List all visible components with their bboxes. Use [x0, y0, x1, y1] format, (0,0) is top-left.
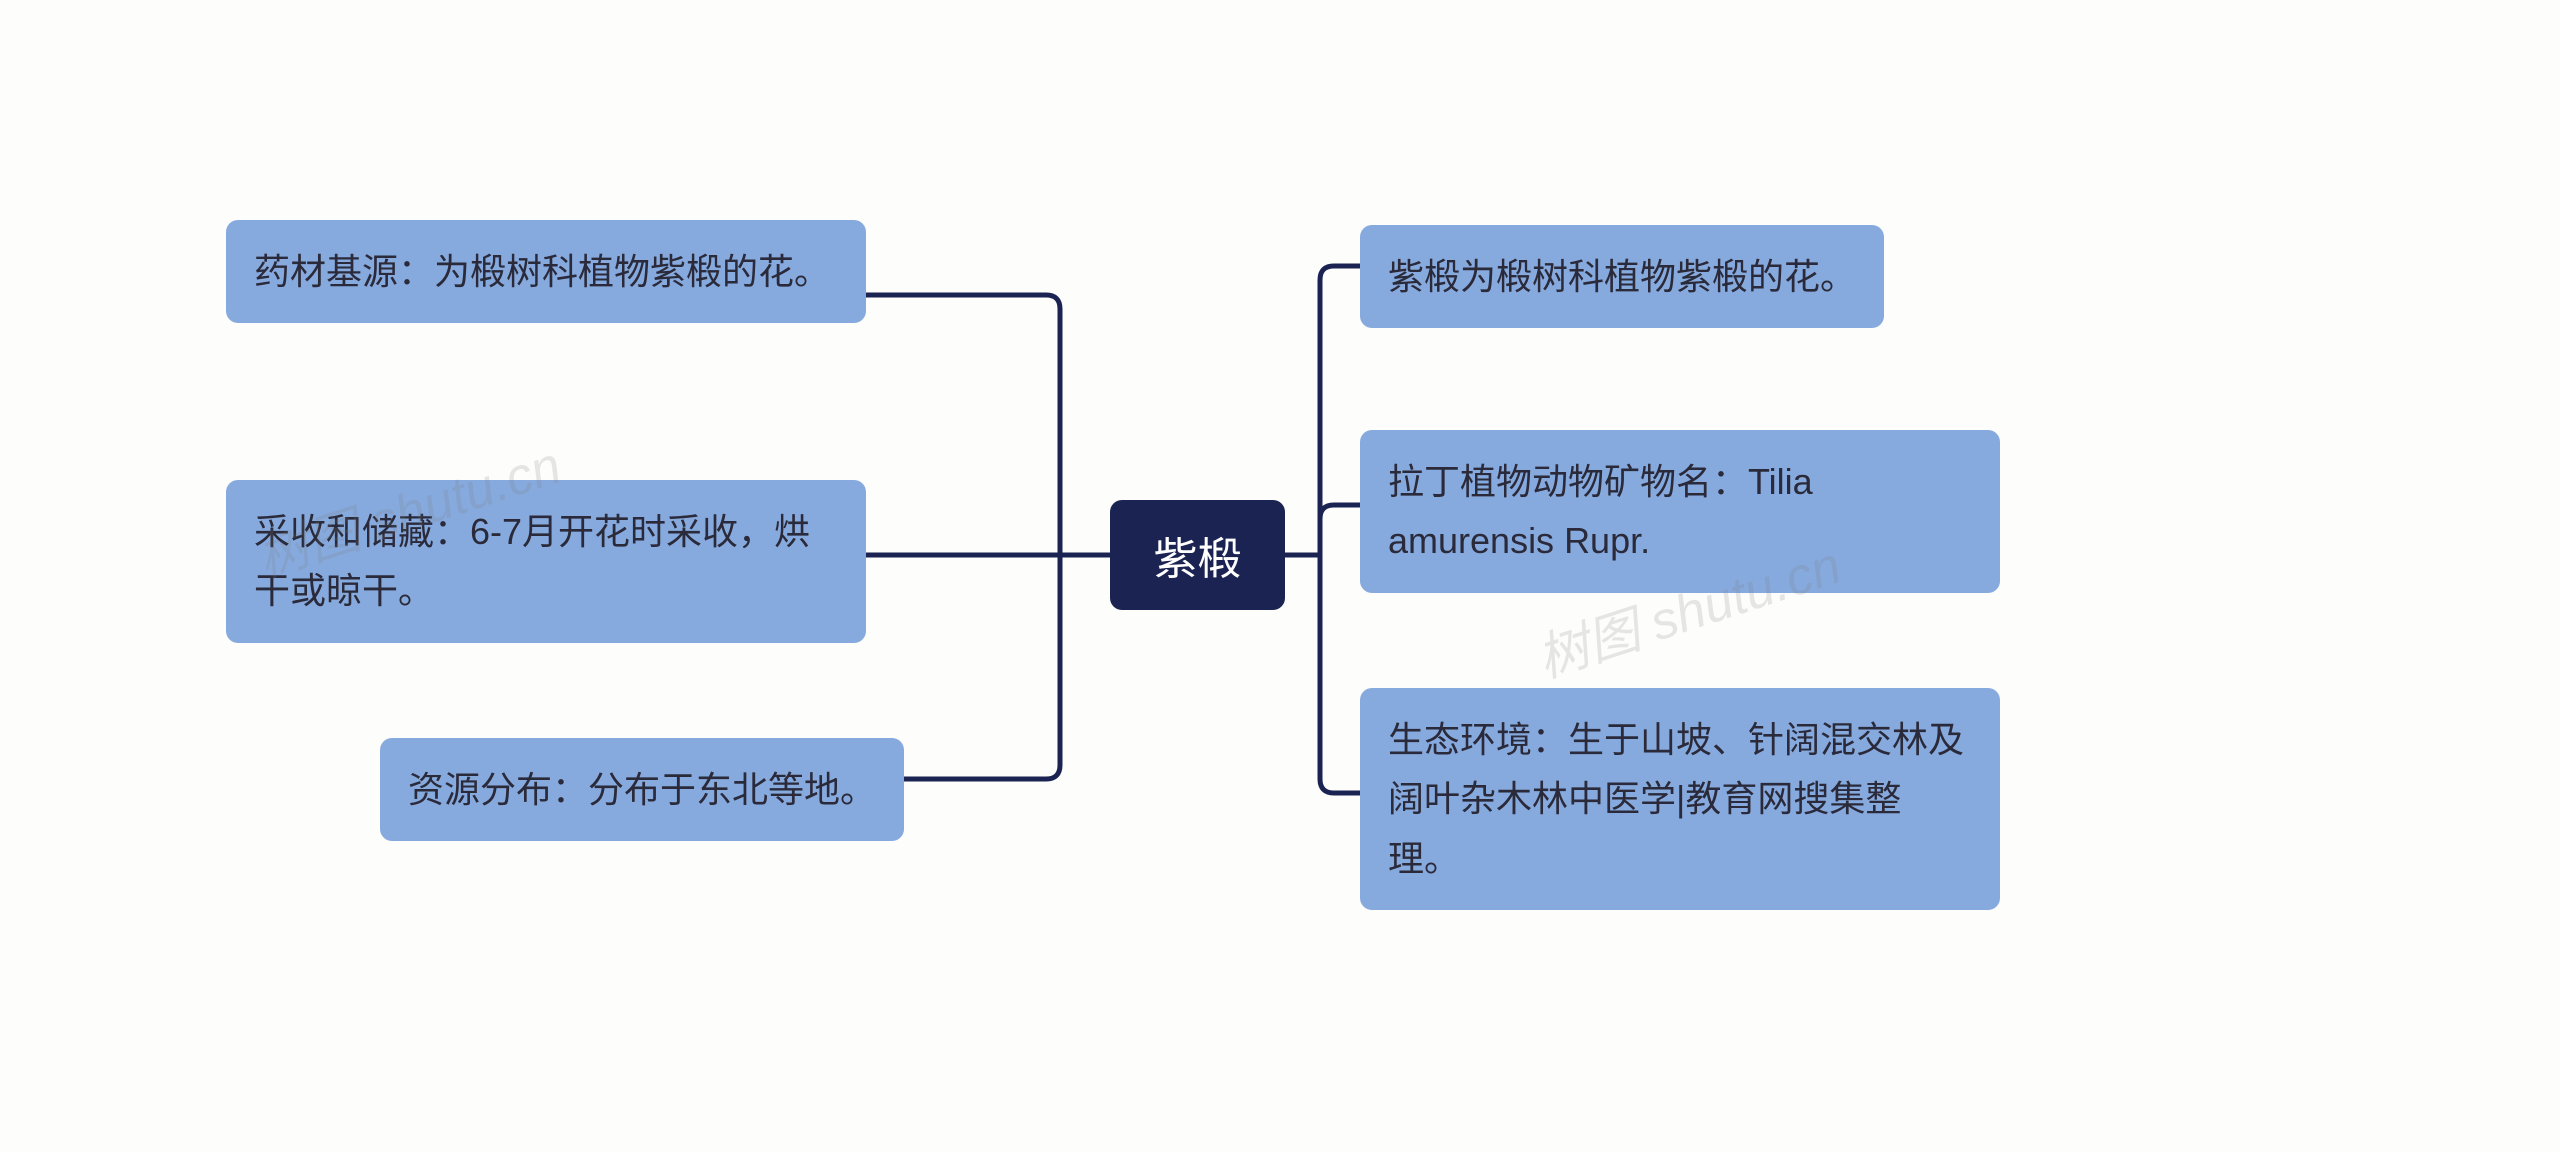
left-branch-1: 采收和储藏：6-7月开花时采收，烘干或晾干。: [226, 480, 866, 643]
left-branch-2: 资源分布：分布于东北等地。: [380, 738, 904, 841]
right-branch-2: 生态环境：生于山坡、针阔混交林及阔叶杂木林中医学|教育网搜集整理。: [1360, 688, 2000, 910]
left-branch-0: 药材基源：为椴树科植物紫椴的花。: [226, 220, 866, 323]
right-branch-1: 拉丁植物动物矿物名：Tilia amurensis Rupr.: [1360, 430, 2000, 593]
right-branch-0: 紫椴为椴树科植物紫椴的花。: [1360, 225, 1884, 328]
center-node: 紫椴: [1110, 500, 1285, 610]
